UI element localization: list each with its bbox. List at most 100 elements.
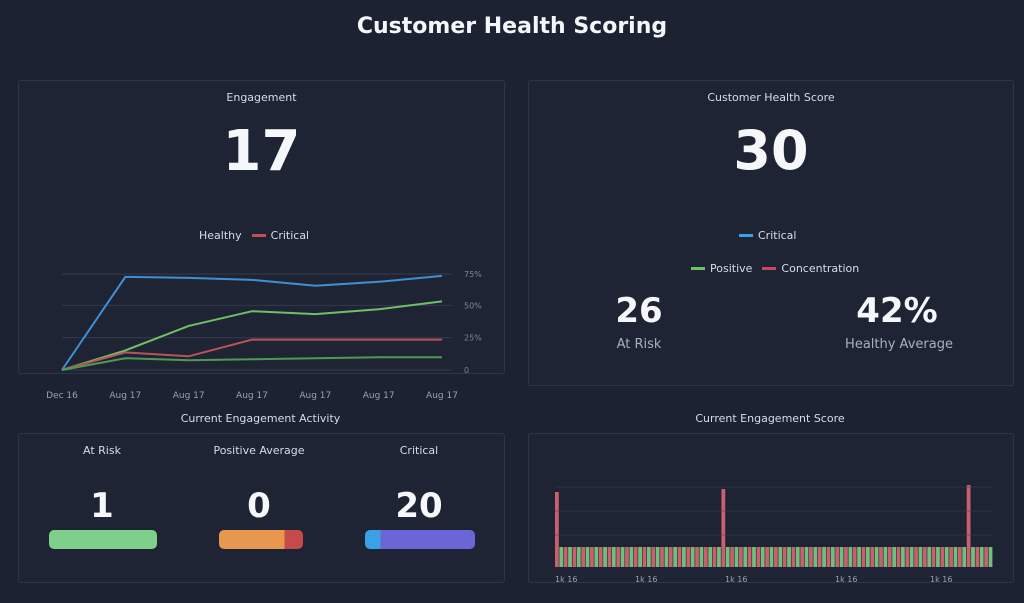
activity-x-label: 1k 16 [725,575,747,584]
activity-bar [865,547,870,567]
activity-bar [655,547,660,567]
kpi-critical-bar [365,530,475,549]
legend-critical-swatch [251,234,266,237]
activity-bar [638,547,642,567]
activity-bar [651,547,656,567]
activity-bar [822,547,826,567]
x-tick-label: Aug 17 [236,391,268,401]
series-line-baseline [61,356,442,371]
activity-bar [646,547,651,567]
activity-bar [975,547,980,567]
activity-bar [953,547,958,567]
kpi-critical-label: Critical [399,444,439,457]
kpi-at-risk-value: 1 [90,486,114,526]
at-risk-label: At Risk [616,337,662,352]
activity-bar [809,547,813,567]
kpi-positive-average-value: 0 [247,486,271,526]
activity-bar [555,492,559,567]
activity-bar [625,547,629,567]
health-score-title: Customer Health Score [707,91,835,104]
activity-bar [936,547,940,567]
activity-bar [804,547,809,567]
engagement-activity-chart: 1k 16 1k 16 1k 16 1k 16 1k 16 [555,485,993,584]
activity-bar [870,547,875,567]
activity-bar [883,547,888,567]
x-tick-label: Aug 17 [109,391,141,401]
activity-bar [984,547,989,567]
activity-x-label: 1k 16 [930,575,952,584]
legend-positive: Positive [691,262,752,275]
engagement-title: Engagement [226,91,297,104]
activity-bar [664,547,669,567]
activity-bar [887,547,892,567]
kpi-positive-average-label: Positive Average [213,444,305,457]
page-title: Customer Health Scoring [356,14,668,39]
activity-bar [931,547,936,567]
activity-bar [690,547,695,567]
y-tick-label: 0 [464,366,469,375]
activity-bar [778,547,783,567]
activity-bar [979,547,984,567]
activity-bar [817,547,822,567]
activity-bar [686,547,691,567]
activity-bar [949,547,953,567]
health-score-panel: Customer Health Score 30 Critical Positi… [528,80,1014,386]
activity-bar [857,547,861,567]
activity-bar [962,547,967,567]
at-risk-value: 26 [615,291,663,331]
activity-bar [879,547,883,567]
legend-critical-top-label: Critical [758,229,797,242]
activity-bar [813,547,818,567]
y-tick-label: 75% [464,270,482,279]
activity-bar [844,547,848,567]
kpi-positive-average-bar [219,530,303,549]
activity-bar [826,547,831,567]
health-legend-bottom: Positive Concentration [691,262,859,275]
activity-bar [927,547,932,567]
activity-bar [616,547,621,567]
activity-bar [717,547,721,567]
activity-bar [944,547,949,567]
legend-critical-top-swatch [739,234,753,237]
activity-bar [708,547,713,567]
healthy-average-value: 42% [856,291,938,331]
legend-critical-top: Critical [739,229,796,242]
activity-bar [576,547,581,567]
activity-bar [835,547,840,567]
activity-bar [901,547,905,567]
engagement-value: 17 [222,119,301,184]
activity-bar [852,547,857,567]
kpi-at-risk-label: At Risk [83,444,121,457]
series-line-healthy [61,274,443,371]
activity-bar [677,547,682,567]
activity-bar [721,489,726,567]
activity-bar [725,547,730,567]
activity-bar [752,547,756,567]
series-line-growth [61,300,443,371]
x-tick-label: Dec 16 [46,391,78,401]
activity-bar [787,547,791,567]
activity-bar [914,547,918,567]
activity-bar [620,547,625,567]
activity-bar [747,547,752,567]
activity-bar [668,547,673,567]
activity-bar [633,547,638,567]
activity-bar [791,547,796,567]
activity-bar [607,547,612,567]
activity-bar [861,547,866,567]
legend-critical-label: Critical [270,229,310,242]
kpi-critical-value: 20 [395,486,443,526]
x-tick-label: Aug 17 [426,391,458,401]
activity-bar [966,485,971,567]
series-line-critical [61,338,442,371]
kpi-at-risk-bar [49,530,157,549]
activity-bar [712,547,717,567]
activity-bar [559,547,564,567]
activity-bar [918,547,923,567]
legend-positive-label: Positive [710,262,753,275]
activity-bar [922,547,927,567]
activity-bar [642,547,647,567]
activity-bar [957,547,962,567]
activity-bar [800,547,805,567]
activity-bar [765,547,770,567]
